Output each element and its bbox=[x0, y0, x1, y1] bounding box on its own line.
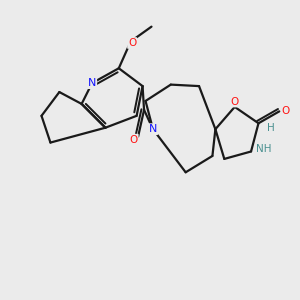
Text: O: O bbox=[282, 106, 290, 116]
Text: NH: NH bbox=[256, 143, 271, 154]
Text: N: N bbox=[88, 78, 96, 88]
Text: O: O bbox=[231, 97, 239, 106]
Text: O: O bbox=[130, 135, 138, 145]
Text: N: N bbox=[149, 124, 157, 134]
Text: O: O bbox=[128, 38, 136, 48]
Text: H: H bbox=[266, 123, 274, 133]
